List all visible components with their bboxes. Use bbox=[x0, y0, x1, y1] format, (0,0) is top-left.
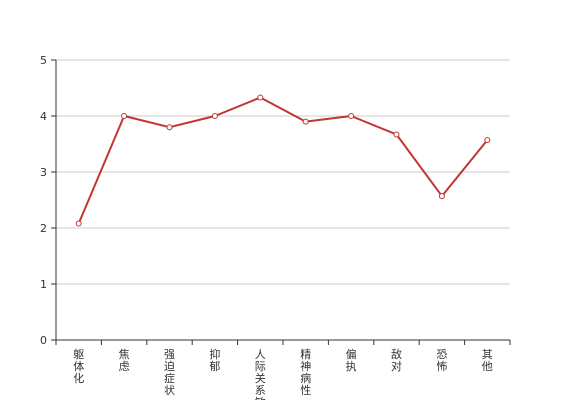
data-point bbox=[121, 113, 128, 119]
grid-lines bbox=[56, 59, 510, 285]
x-tick-label: 强迫症状 bbox=[164, 348, 175, 397]
y-tick-label: 4 bbox=[40, 110, 47, 123]
y-tick-label: 3 bbox=[40, 166, 47, 179]
x-tick-label: 躯体化 bbox=[73, 348, 84, 385]
x-tick-label: 焦虑 bbox=[119, 348, 130, 373]
series-layer bbox=[75, 94, 491, 227]
data-point bbox=[302, 118, 309, 125]
x-tick-label: 抑郁 bbox=[209, 347, 220, 373]
x-tick-label: 偏执 bbox=[346, 347, 357, 373]
y-tick-label: 0 bbox=[40, 334, 47, 347]
data-point bbox=[166, 124, 173, 131]
data-point bbox=[484, 137, 491, 144]
data-point bbox=[75, 220, 82, 227]
data-point bbox=[393, 131, 400, 138]
y-tick-labels: 0 1 2 3 4 5 bbox=[40, 54, 47, 347]
y-tick-label: 2 bbox=[40, 222, 47, 235]
x-tick-label: 其他 bbox=[482, 348, 493, 373]
data-point bbox=[211, 113, 218, 119]
x-tick-label: 精神病性 bbox=[300, 348, 311, 397]
series-line bbox=[77, 96, 489, 224]
x-tick-label: 人际关系敏感 bbox=[255, 348, 266, 400]
data-point bbox=[257, 94, 264, 101]
x-tick-label: 敌对 bbox=[391, 347, 402, 373]
axes bbox=[51, 59, 511, 345]
data-point bbox=[438, 193, 445, 200]
y-tick-label: 1 bbox=[40, 278, 47, 291]
x-tick-labels: 躯体化 焦虑 强迫症状 抑郁 人际关系敏感 精神病性 偏执 敌对 恐怖 其他 bbox=[73, 347, 493, 404]
y-tick-label: 5 bbox=[40, 54, 47, 67]
x-tick-label: 恐怖 bbox=[436, 348, 447, 373]
data-point bbox=[348, 113, 355, 119]
